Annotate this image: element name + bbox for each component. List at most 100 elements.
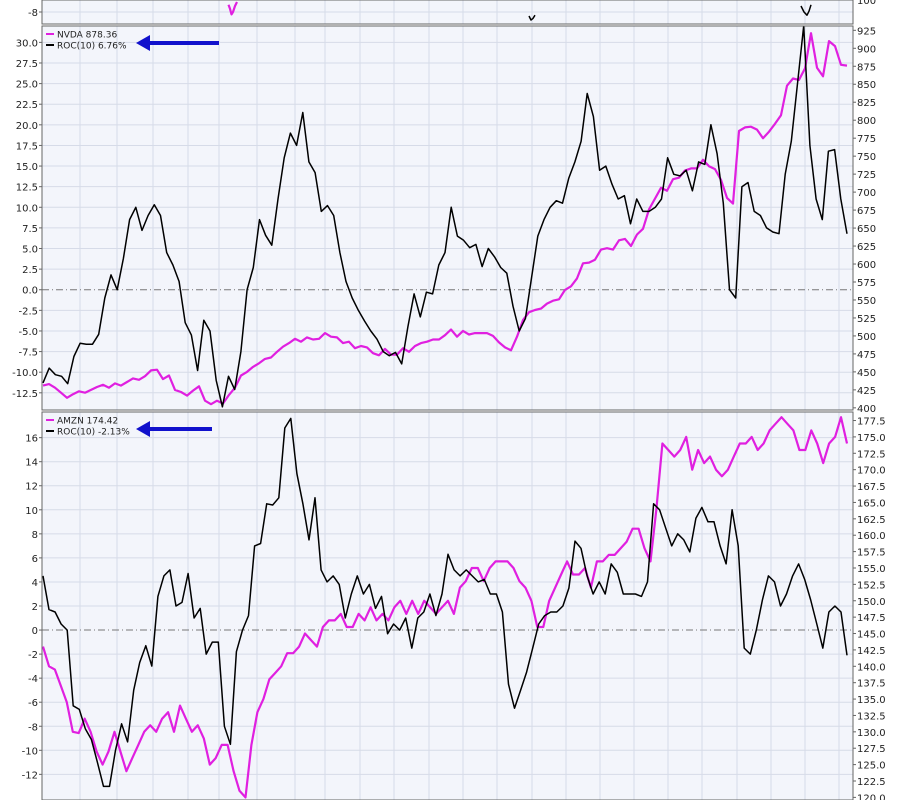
right-tick-label: 400 — [857, 404, 876, 415]
right-tick-label: 130.0 — [857, 728, 886, 739]
right-tick-label: 825 — [857, 98, 876, 109]
right-tick-label: 175.0 — [857, 433, 886, 444]
legend-label: NVDA 878.36 — [57, 31, 117, 41]
left-tick-label: 0.0 — [22, 286, 38, 297]
right-tick-label: 925 — [857, 26, 876, 37]
right-tick-label: 725 — [857, 170, 876, 181]
top-series-2-line — [800, 4, 812, 16]
right-tick-label: 600 — [857, 260, 876, 271]
top-series-0-line — [227, 1, 238, 16]
left-tick-label: -10.0 — [12, 368, 38, 379]
right-tick-label: 525 — [857, 314, 876, 325]
right-tick-label: 147.5 — [857, 613, 886, 624]
right-axis: 100 — [857, 0, 876, 7]
panel-top-remnant: -8 100 — [28, 0, 876, 25]
right-tick-label: 172.5 — [857, 449, 886, 460]
left-tick-label: 14 — [25, 458, 38, 469]
right-tick-label: 160.0 — [857, 531, 886, 542]
right-tick-label: 150.0 — [857, 597, 886, 608]
left-tick-label: 12 — [25, 482, 38, 493]
left-tick-label: 30.0 — [16, 38, 38, 49]
top-series-1-line — [528, 14, 536, 21]
right-tick-label: 167.5 — [857, 482, 886, 493]
right-tick-label: 127.5 — [857, 744, 886, 755]
left-tick-label: -2.5 — [18, 306, 38, 317]
left-tick-label: 22.5 — [16, 100, 38, 111]
left-tick-label: -10 — [22, 746, 38, 757]
legend-label: ROC(10) 6.76% — [57, 42, 127, 52]
left-tick-label: -2 — [28, 650, 38, 661]
left-axis: 30.0 27.5 25.0 22.5 20.0 17.5 15.0 12.5 10.0 7.5 5… — [12, 38, 42, 400]
right-tick-label: 135.0 — [857, 695, 886, 706]
amzn-amzn-line — [42, 416, 849, 799]
right-tick-label: 162.5 — [857, 515, 886, 526]
right-tick-label: 900 — [857, 44, 876, 55]
right-tick-label: 170.0 — [857, 466, 886, 477]
left-tick-label: 20.0 — [16, 121, 38, 132]
right-tick-label: 100 — [857, 0, 876, 7]
right-axis: 177.5 175.0 172.5 170.0 167.5 165.0 162.5 160.0… — [853, 417, 886, 804]
panel-amzn: 16 14 12 10 8 6 4 2 0 -2 -4 -6 -8 -10 -12 177.5 175.0 172… — [22, 411, 886, 804]
left-tick-label: 17.5 — [16, 141, 38, 152]
left-tick-label: 6 — [32, 554, 38, 565]
annotation-arrow — [136, 35, 219, 51]
right-tick-label: 120.0 — [857, 793, 886, 800]
legend-label: ROC(10) -2.13% — [57, 428, 130, 438]
right-tick-label: 850 — [857, 80, 876, 91]
left-tick-label: -8 — [28, 8, 38, 19]
left-tick-label: -5.0 — [18, 327, 38, 338]
right-tick-label: 155.0 — [857, 564, 886, 575]
left-tick-label: 7.5 — [22, 224, 38, 235]
left-tick-label: 10 — [25, 506, 38, 517]
right-tick-label: 142.5 — [857, 646, 886, 657]
series-group — [42, 416, 849, 799]
left-tick-label: -12 — [22, 770, 38, 781]
right-tick-label: 157.5 — [857, 548, 886, 559]
amzn-roc-10--line — [42, 417, 848, 788]
left-tick-label: 25.0 — [16, 80, 38, 91]
right-tick-label: 500 — [857, 332, 876, 343]
right-tick-label: 875 — [857, 62, 876, 73]
left-tick-label: -7.5 — [18, 348, 38, 359]
left-tick-label: 5.0 — [22, 245, 38, 256]
left-tick-label: 12.5 — [16, 183, 38, 194]
right-tick-label: 137.5 — [857, 679, 886, 690]
right-tick-label: 800 — [857, 116, 876, 127]
arrow-head — [136, 421, 150, 437]
right-tick-label: 775 — [857, 134, 876, 145]
right-tick-label: 132.5 — [857, 711, 886, 722]
left-tick-label: -8 — [28, 722, 38, 733]
right-tick-label: 152.5 — [857, 580, 886, 591]
legend-label: AMZN 174.42 — [57, 417, 118, 427]
left-tick-label: 0 — [32, 626, 38, 637]
right-tick-label: 140.0 — [857, 662, 886, 673]
left-tick-label: 27.5 — [16, 59, 38, 70]
right-tick-label: 575 — [857, 278, 876, 289]
right-tick-label: 122.5 — [857, 777, 886, 788]
right-tick-label: 177.5 — [857, 417, 886, 428]
nvda-roc-10--line — [42, 26, 848, 408]
arrow-head — [136, 35, 150, 51]
left-tick-label: 8 — [32, 530, 38, 541]
plot-frame — [41, 25, 854, 411]
right-tick-label: 625 — [857, 242, 876, 253]
left-tick-label: 16 — [25, 434, 38, 445]
left-tick-label: 15.0 — [16, 162, 38, 173]
left-tick-label: -4 — [28, 674, 38, 685]
left-tick-label: -12.5 — [12, 389, 38, 400]
left-tick-label: 4 — [32, 578, 38, 589]
series-group — [227, 1, 812, 21]
right-tick-label: 145.0 — [857, 630, 886, 641]
annotation-arrow — [136, 421, 212, 437]
left-tick-label: 10.0 — [16, 203, 38, 214]
right-tick-label: 450 — [857, 368, 876, 379]
left-tick-label: 2 — [32, 602, 38, 613]
right-tick-label: 700 — [857, 188, 876, 199]
right-tick-label: 750 — [857, 152, 876, 163]
left-axis: -8 — [28, 8, 42, 19]
right-tick-label: 675 — [857, 206, 876, 217]
right-tick-label: 475 — [857, 350, 876, 361]
